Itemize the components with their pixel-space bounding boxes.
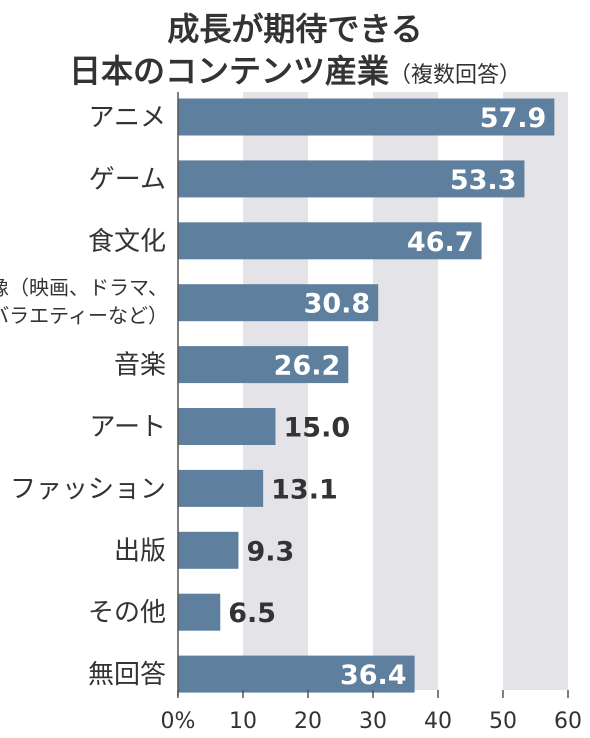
category-label: 食文化 — [88, 227, 166, 257]
bar — [178, 160, 525, 198]
bar — [178, 222, 482, 260]
x-tick-label: 10 — [229, 709, 257, 734]
data-label: 6.5 — [228, 598, 276, 629]
category-label: 無回答 — [88, 660, 166, 690]
bar — [178, 346, 349, 384]
category-label: ゲーム — [89, 165, 166, 195]
category-label: その他 — [88, 598, 166, 628]
x-tick-label: 50 — [489, 709, 517, 734]
x-tick-label: 20 — [294, 709, 322, 734]
chart-title-line2: 日本のコンテンツ産業（複数回答） — [0, 46, 590, 92]
data-label: 46.7 — [407, 227, 474, 258]
bar — [178, 98, 555, 136]
bar — [178, 284, 379, 322]
category-label: 映像（映画、ドラマ、 — [0, 276, 168, 300]
data-label: 13.1 — [271, 474, 338, 505]
bar — [178, 469, 264, 507]
data-label: 57.9 — [480, 103, 547, 134]
x-tick-label: 30 — [359, 709, 387, 734]
bar — [178, 655, 415, 693]
data-label: 36.4 — [340, 660, 407, 691]
bar — [178, 408, 276, 445]
bar — [178, 593, 221, 631]
category-label: バラエティーなど） — [0, 304, 168, 328]
chart-title-line2-text: 日本のコンテンツ産業 — [68, 52, 389, 90]
data-label: 53.3 — [450, 165, 517, 196]
data-label: 26.2 — [274, 351, 341, 382]
bar — [178, 531, 239, 569]
chart-subtitle: （複数回答） — [389, 63, 522, 88]
category-label: ファッション — [10, 474, 166, 504]
category-label: 出版 — [114, 536, 166, 566]
data-label: 30.8 — [304, 289, 371, 320]
x-tick-label: 40 — [424, 709, 452, 734]
data-label: 9.3 — [246, 536, 294, 567]
chart-title: 成長が期待できる — [167, 10, 423, 48]
category-label: アニメ — [89, 103, 166, 133]
x-tick-label: 60 — [554, 709, 582, 734]
data-label: 15.0 — [284, 413, 351, 444]
category-label: 音楽 — [114, 351, 166, 381]
category-label: アート — [90, 413, 166, 443]
x-tick-label: 0% — [161, 709, 196, 734]
